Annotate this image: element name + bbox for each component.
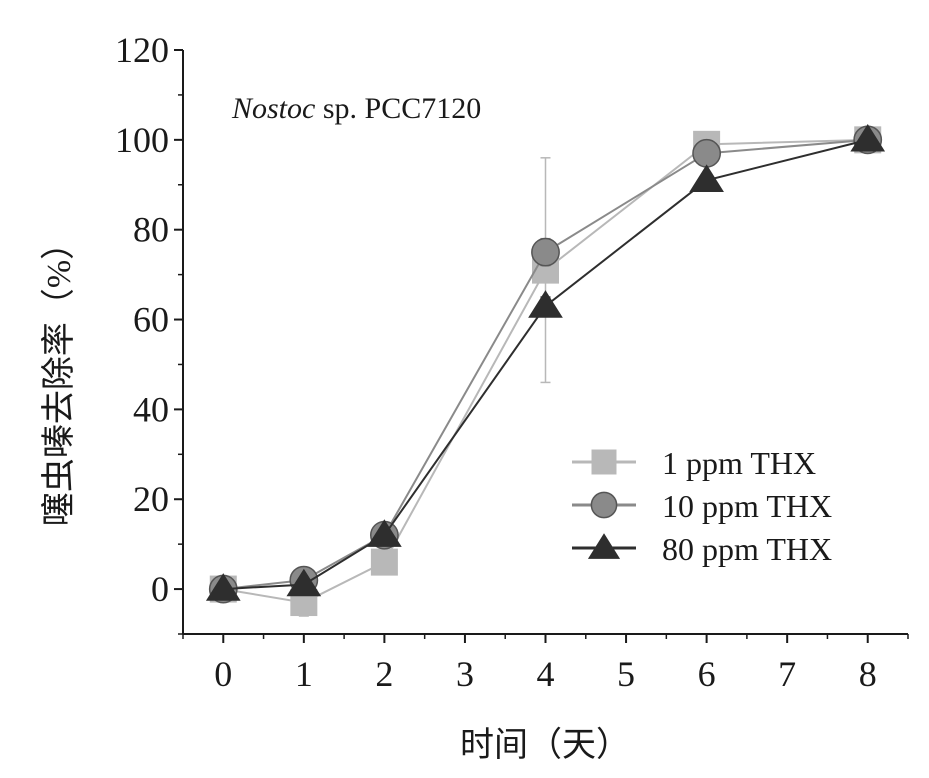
annotation-italic: Nostoc [231,92,315,125]
x-tick-label: 8 [859,654,877,694]
data-point [529,291,562,317]
y-tick-label: 0 [151,569,169,609]
x-tick-label: 4 [537,654,555,694]
legend-marker [592,450,616,474]
legend-label: 1 ppm THX [662,445,816,481]
y-tick-label: 20 [133,479,169,519]
y-axis-label: 噻虫嗪去除率（%） [40,226,78,526]
x-tick-label: 3 [456,654,474,694]
data-point [693,140,720,167]
x-tick-label: 2 [375,654,393,694]
legend: 1 ppm THX 10 ppm THX 80 ppm THX [572,445,832,567]
legend-marker [591,492,616,517]
y-tick-label: 40 [133,389,169,429]
data-point [371,549,397,575]
y-tick-label: 60 [133,300,169,340]
y-tick-label: 120 [115,30,169,70]
legend-label: 80 ppm THX [662,531,832,567]
y-tick-label: 80 [133,210,169,250]
chart-annotation: Nostoc sp. PCC7120 [231,92,481,125]
x-axis-label: 时间（天） [460,726,630,764]
x-tick-label: 7 [778,654,796,694]
x-tick-label: 5 [617,654,635,694]
legend-marker [589,534,619,558]
legend-label: 10 ppm THX [662,488,832,524]
x-tick-label: 6 [698,654,716,694]
x-tick-label: 1 [295,654,313,694]
data-point [532,239,559,266]
annotation-rest: sp. PCC7120 [315,92,481,125]
y-tick-label: 100 [115,120,169,160]
x-tick-label: 0 [214,654,232,694]
